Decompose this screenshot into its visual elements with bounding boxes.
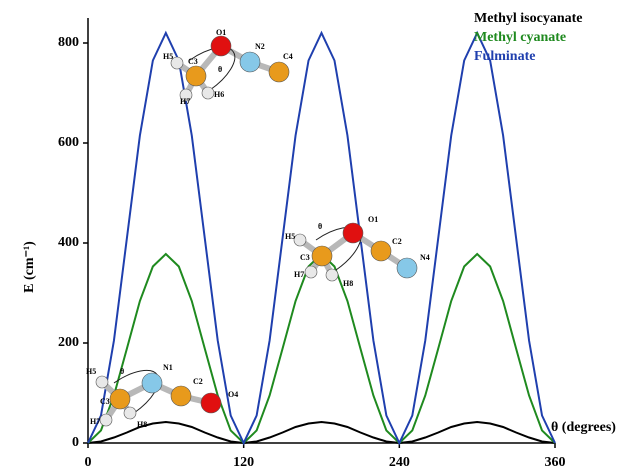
atom-label: θ [218,65,222,74]
atom-label: H6 [214,90,224,99]
atom-label: C3 [188,57,198,66]
atom [269,62,289,82]
atom-label: H5 [163,52,173,61]
atom [294,234,306,246]
atom-label: H8 [137,420,147,429]
atom-label: H8 [343,279,353,288]
atom [326,269,338,281]
atom [343,223,363,243]
x-tick-label: 240 [389,455,410,470]
atom [371,241,391,261]
x-axis-label: θ (degrees) [551,420,616,435]
atom [100,414,112,426]
atom-label: H5 [86,367,96,376]
atom [171,386,191,406]
x-tick-label: 0 [85,455,92,470]
legend-entry: Methyl cyanate [474,30,566,45]
atom-label: O1 [368,215,378,224]
atom-label: H7 [294,270,304,279]
legend-entry: Fulminate [474,49,535,64]
atom [305,266,317,278]
atom [312,246,332,266]
atom-label: O1 [216,28,226,37]
y-tick-label: 200 [58,335,79,350]
atom [211,36,231,56]
atom [110,389,130,409]
y-tick-label: 400 [58,235,79,250]
atom-label: C3 [100,397,110,406]
atom [124,407,136,419]
series-line [88,254,555,443]
atom-label: N4 [420,253,430,262]
chart: E (cm⁻¹) 0 200 400 600 800 0 120 240 360 θ (degre… [0,0,622,475]
atom [397,258,417,278]
x-tick-label: 360 [545,455,566,470]
y-axis-label: E (cm⁻¹) [22,241,37,293]
atom-label: θ [318,222,322,231]
x-tick-label: 120 [233,455,254,470]
series-line [88,422,555,443]
atom [202,87,214,99]
atom-label: θ [120,367,124,376]
y-tick-label: 0 [72,435,79,450]
legend-entry: Methyl isocyanate [474,11,582,26]
atom-label: H5 [285,232,295,241]
atom [96,376,108,388]
atom-label: N2 [255,42,265,51]
y-tick-label: 800 [58,35,79,50]
y-tick-label: 600 [58,135,79,150]
atom [201,393,221,413]
atom [186,66,206,86]
atom-label: N1 [163,363,173,372]
atom-label: C4 [283,52,293,61]
atom-label: C2 [193,377,203,386]
atom-label: C2 [392,237,402,246]
atom-label: H7 [180,97,190,106]
atom-label: C3 [300,253,310,262]
atom [240,52,260,72]
atom [142,373,162,393]
atom-label: H7 [90,417,100,426]
atom-label: O4 [228,390,238,399]
